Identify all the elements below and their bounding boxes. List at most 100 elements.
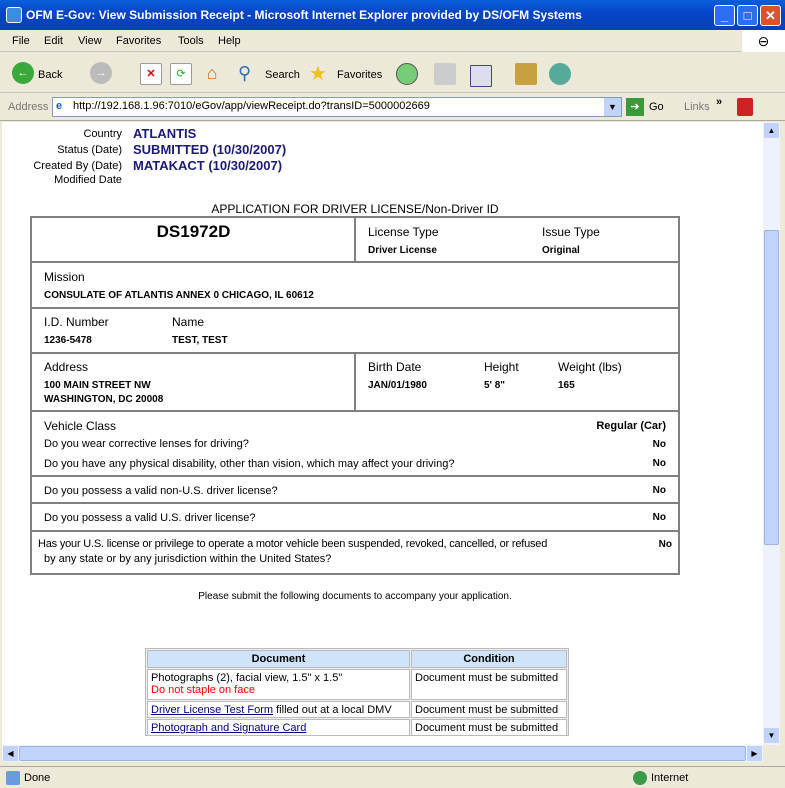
search-icon: ⚲ [238,63,252,83]
close-button[interactable]: ✕ [760,5,781,26]
id-value: 1236-5478 [44,335,92,346]
issue-type-label: Issue Type [542,225,600,239]
page-icon: e [56,100,63,112]
us-license-row [30,504,680,532]
photograph-signature-card-link[interactable]: Photograph and Signature Card [151,722,307,734]
history-button[interactable] [396,63,418,85]
address-field-label: Address [44,360,89,374]
header-document: Document [147,650,410,668]
edit-button[interactable] [470,65,492,87]
refresh-button[interactable]: ⟳ [170,63,192,85]
scroll-left-button[interactable]: ◀ [3,746,18,761]
document-photographs-note: Do not staple on face [151,684,255,696]
driver-license-test-form-link[interactable]: Driver License Test Form [151,704,274,716]
form-code: DS1972D [156,222,231,241]
height-value: 5' 8" [484,380,506,391]
menu-view[interactable]: View [78,35,102,47]
star-icon: ★ [309,63,327,85]
toolbar: ← Back → ✕ ⟳ ⌂ ⚲ Search ★ Favorites [0,53,785,93]
menu-edit[interactable]: Edit [44,35,63,47]
form-title: APPLICATION FOR DRIVER LICENSE/Non-Drive… [211,202,499,216]
mission-row [30,263,680,309]
answer-lenses: No [652,439,666,450]
question-lenses: Do you wear corrective lenses for drivin… [44,438,249,450]
suspension-row [30,532,680,575]
research-button[interactable] [515,63,537,85]
country-value: ATLANTIS [133,126,197,141]
horizontal-scroll-thumb[interactable] [19,746,746,761]
go-arrow-icon[interactable]: ➔ [626,98,644,116]
birth-date-label: Birth Date [368,360,422,374]
question-us-license: Do you possess a valid U.S. driver licen… [44,512,256,524]
vehicle-class-value: Regular (Car) [596,420,666,432]
links-button[interactable]: Links [684,101,710,113]
messenger-button[interactable] [549,63,571,85]
created-label: Created By (Date) [33,160,122,172]
address-label: Address [8,101,49,113]
country-label: Country [83,128,122,140]
question-suspension-line2: by any state or by any jurisdiction with… [44,553,332,565]
document-row-signature-card: Photograph and Signature Card [147,719,410,736]
scroll-down-button[interactable]: ▼ [764,728,779,743]
id-label: I.D. Number [44,315,109,329]
menu-tools[interactable]: Tools [178,35,204,47]
go-button[interactable]: Go [649,101,664,113]
modified-label: Modified Date [54,174,122,186]
non-us-license-row [30,477,680,504]
status-label: Status (Date) [57,144,122,156]
answer-suspension: No [658,539,672,550]
home-button[interactable]: ⌂ [206,63,218,83]
menu-favorites[interactable]: Favorites [116,35,162,47]
pdf-icon[interactable] [737,98,753,116]
condition-photographs: Document must be submitted [411,669,567,700]
minimize-button[interactable]: _ [714,5,735,26]
print-button[interactable] [434,63,456,85]
scroll-right-button[interactable]: ▶ [747,746,762,761]
weight-value: 165 [558,380,575,391]
id-row [30,309,680,354]
page-content: Country ATLANTIS Status (Date) SUBMITTED… [2,122,763,745]
documents-intro: Please submit the following documents to… [198,591,512,602]
documents-table: Document Condition Photographs (2), faci… [145,648,569,736]
document-photographs: Photographs (2), facial view, 1.5" x 1.5… [151,672,343,684]
address-line2: WASHINGTON, DC 20008 [44,394,164,405]
question-disability: Do you have any physical disability, oth… [44,458,455,470]
address-row [30,354,680,412]
mission-value: CONSULATE OF ATLANTIS ANNEX 0 CHICAGO, I… [44,290,314,301]
favorites-label: Favorites [337,69,383,81]
question-suspension: Has your U.S. license or privilege to op… [38,538,548,550]
receipt-page: Country ATLANTIS Status (Date) SUBMITTED… [2,122,763,745]
condition-signature-card: Document must be submitted [411,719,567,736]
created-value: MATAKACT (10/30/2007) [133,158,283,173]
forward-button[interactable]: → [90,62,112,84]
chevron-icon[interactable]: » [716,96,723,108]
status-text: Done [24,772,51,784]
scroll-up-button[interactable]: ▲ [764,123,779,138]
address-input[interactable]: e http://192.168.1.96:7010/eGov/app/view… [52,97,622,117]
document-row-test-form: Driver License Test Form filled out at a… [147,701,410,718]
maximize-button[interactable]: □ [737,5,758,26]
address-line1: 100 MAIN STREET NW [44,380,151,391]
address-dropdown-button[interactable]: ▼ [604,98,621,116]
header-condition: Condition [411,650,567,668]
vertical-scroll-thumb[interactable] [764,230,779,545]
document-test-form-text: filled out at a local DMV [273,704,392,716]
answer-us-license: No [652,512,666,523]
stop-button[interactable]: ✕ [140,63,162,85]
address-url: http://192.168.1.96:7010/eGov/app/viewRe… [73,100,430,112]
status-bar: Done Internet [0,766,785,788]
ie-icon [6,7,22,23]
menu-help[interactable]: Help [218,35,241,47]
menu-file[interactable]: File [12,35,30,47]
vehicle-row [30,412,680,477]
windows-logo-icon: ⊖ [742,30,785,52]
mission-label: Mission [44,270,85,284]
globe-icon [633,771,647,785]
horizontal-scrollbar[interactable]: ◀ ▶ [2,745,763,762]
license-type-value: Driver License [368,245,437,256]
vehicle-class-label: Vehicle Class [44,419,117,433]
height-label: Height [484,360,519,374]
license-type-label: License Type [368,225,439,239]
birth-date-value: JAN/01/1980 [368,380,427,391]
menu-bar: File Edit View Favorites Tools Help ⊖ [0,30,785,52]
